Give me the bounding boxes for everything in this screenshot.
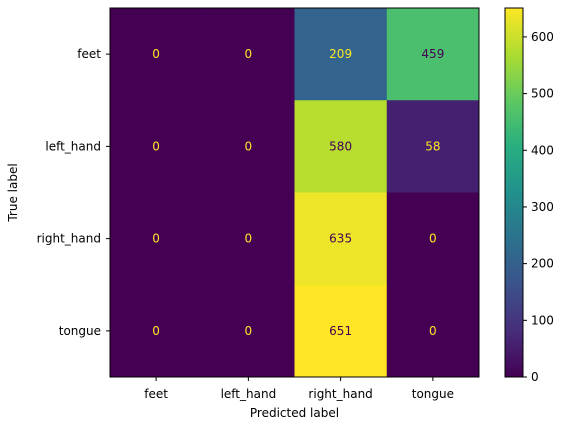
cell-value-label: 0 — [245, 232, 253, 246]
colorbar-tick-label: 200 — [531, 257, 554, 271]
cell-value-label: 0 — [245, 47, 253, 61]
x-axis-ticks: feet left_hand right_hand tongue — [144, 377, 454, 401]
plot-frame — [109, 7, 480, 378]
heatmap-cell — [110, 100, 203, 193]
cell-value-label: 0 — [152, 47, 160, 61]
x-tick-label: tongue — [412, 387, 454, 401]
colorbar-tick-label: 600 — [531, 30, 554, 44]
x-tick-label: feet — [144, 387, 168, 401]
heatmap-cell — [202, 8, 295, 101]
heatmap-cell — [386, 100, 480, 193]
heatmap-cell — [386, 192, 480, 286]
colorbar-tick-label: 400 — [531, 143, 554, 157]
cell-value-label: 0 — [152, 232, 160, 246]
heatmap-cells — [110, 8, 480, 378]
cell-value-label: 0 — [245, 324, 253, 338]
cell-value-label: 459 — [421, 47, 444, 61]
heatmap-cell — [202, 284, 295, 378]
cell-value-label: 580 — [329, 139, 352, 153]
heatmap-cell — [110, 192, 203, 286]
heatmap-cell — [110, 8, 203, 101]
x-tick-label: left_hand — [221, 387, 277, 401]
x-axis-label: Predicted label — [250, 406, 339, 420]
cell-value-label: 0 — [152, 139, 160, 153]
colorbar — [504, 7, 524, 378]
heatmap-cell — [386, 284, 480, 378]
colorbar-tick-label: 300 — [531, 200, 554, 214]
y-axis-label: True label — [6, 163, 20, 222]
cell-value-label: 209 — [329, 47, 352, 61]
heatmap-cell — [202, 192, 295, 286]
heatmap-cell — [294, 192, 388, 286]
heatmap-cell — [202, 100, 295, 193]
colorbar-ticks: 0 100 200 300 400 500 600 — [523, 30, 554, 384]
y-tick-label: tongue — [59, 324, 101, 338]
colorbar-tick-label: 500 — [531, 87, 554, 101]
colorbar-tick-label: 100 — [531, 313, 554, 327]
cell-value-label: 0 — [245, 139, 253, 153]
heatmap-cell — [294, 8, 388, 101]
y-tick-label: feet — [77, 47, 101, 61]
colorbar-tick-label: 0 — [531, 370, 539, 384]
heatmap-cell — [294, 284, 388, 378]
cell-value-label: 0 — [152, 324, 160, 338]
y-tick-label: right_hand — [37, 232, 101, 246]
cell-value-label: 651 — [329, 324, 352, 338]
x-tick-label: right_hand — [308, 387, 372, 401]
cell-value-label: 0 — [429, 232, 437, 246]
heatmap-cell — [294, 100, 388, 193]
cell-value-label: 0 — [429, 324, 437, 338]
heatmap-cell — [110, 284, 203, 378]
cell-value-label: 58 — [425, 139, 440, 153]
y-tick-label: left_hand — [45, 139, 101, 153]
heatmap-cell — [386, 8, 480, 101]
cell-value-label: 635 — [329, 232, 352, 246]
